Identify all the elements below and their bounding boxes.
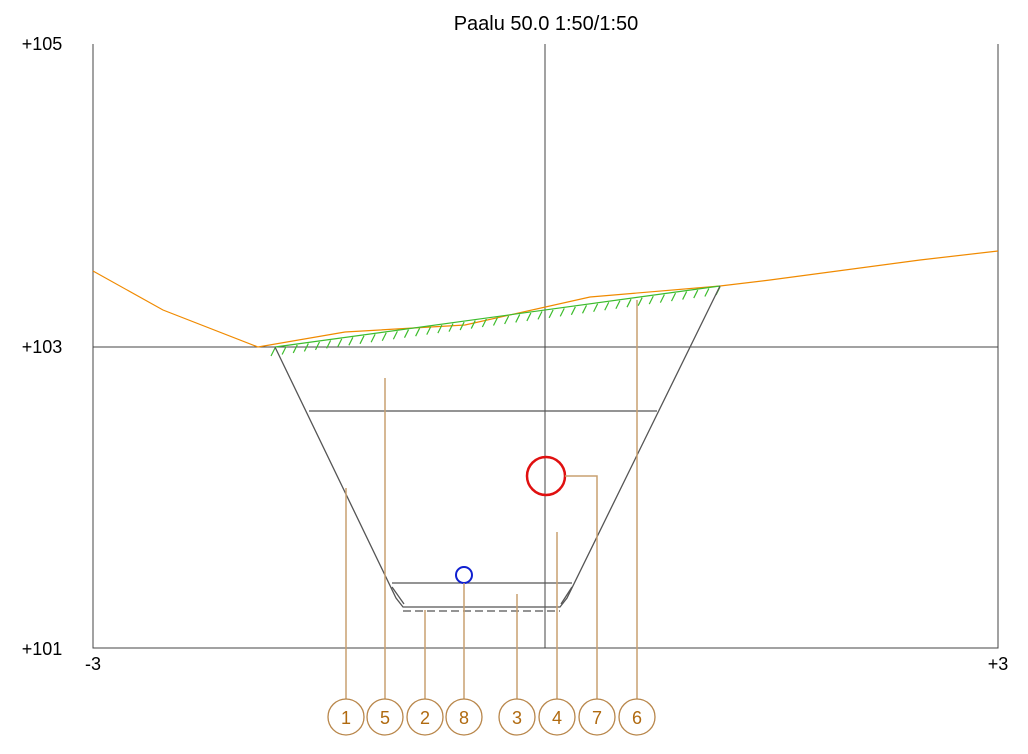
hatch-tick (548, 309, 554, 319)
hatch-tick (626, 298, 632, 308)
hatch-tick (581, 305, 588, 314)
hatch-tick (670, 292, 677, 302)
hatch-tick (615, 300, 621, 309)
hatch-tick (593, 303, 599, 313)
hatch-tick (637, 297, 643, 306)
hatch-tick (437, 324, 443, 334)
hatch-tick (648, 295, 654, 305)
pipe-large (525, 455, 567, 497)
callouts: 1 5 2 8 3 4 7 6 (327, 698, 656, 736)
callout-circle (366, 698, 404, 736)
hatch-tick (415, 327, 421, 337)
x-label: +3 (988, 654, 1009, 674)
hatch-tick (292, 344, 298, 354)
callout-circle (327, 698, 365, 736)
callout-label: 2 (420, 708, 430, 728)
hatch-tick (392, 330, 398, 340)
hatch-tick (504, 315, 510, 325)
hatch-tick (537, 311, 543, 320)
hatch-tick (448, 323, 454, 332)
callout-label: 8 (459, 708, 469, 728)
hatch-tick (470, 320, 476, 329)
hatch-tick (693, 289, 699, 299)
hatch-tick (337, 338, 343, 348)
hatch-tick (426, 326, 432, 335)
hatch-tick (659, 294, 665, 303)
y-label: +101 (22, 639, 63, 659)
hatch-tick (704, 288, 710, 297)
hatch-tick (481, 318, 487, 328)
callout-label: 4 (552, 708, 562, 728)
y-label: +103 (22, 337, 63, 357)
callout-circle (618, 698, 656, 736)
callout-circle (498, 698, 536, 736)
hatch-tick (459, 321, 465, 331)
hatch-tick (403, 329, 410, 338)
hatch-tick (281, 346, 287, 355)
trench (274, 285, 721, 612)
callout-circle (445, 698, 483, 736)
hatch-tick (604, 301, 610, 311)
hatch-tick (492, 317, 499, 326)
hatch-tick (348, 337, 354, 346)
ground-line (92, 250, 999, 348)
hatch-tick (559, 308, 565, 317)
callout-label: 3 (512, 708, 522, 728)
title: Paalu 50.0 1:50/1:50 (454, 13, 639, 35)
topsoil-hatch (270, 285, 721, 357)
callout-label: 1 (341, 708, 351, 728)
callout-label: 5 (380, 708, 390, 728)
callout-circle (538, 698, 576, 736)
callout-label: 7 (592, 708, 602, 728)
hatch-tick (359, 335, 365, 345)
x-label: -3 (85, 654, 101, 674)
hatch-tick (381, 332, 387, 342)
hatch-tick (515, 314, 521, 323)
frame (92, 44, 999, 649)
hatch-tick (303, 343, 309, 352)
hatch-tick (326, 340, 332, 349)
hatch-tick (526, 312, 532, 322)
hatch-tick (314, 341, 321, 351)
pipe-small (455, 566, 473, 584)
callout-circle (578, 698, 616, 736)
callout-circle (406, 698, 444, 736)
hatch-tick (570, 306, 576, 316)
callout-label: 6 (632, 708, 642, 728)
hatch-tick (270, 347, 276, 357)
hatch-tick (682, 291, 688, 300)
leader-lines (345, 300, 638, 700)
hatch-tick (370, 334, 376, 343)
y-label: +105 (22, 34, 63, 54)
